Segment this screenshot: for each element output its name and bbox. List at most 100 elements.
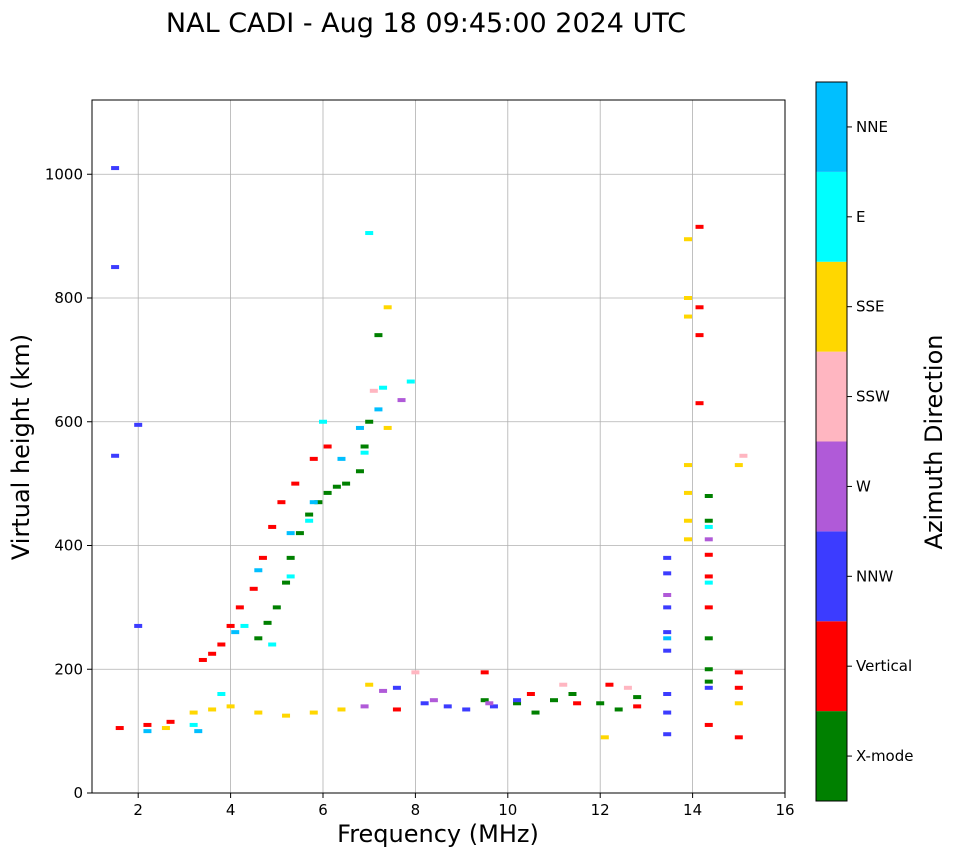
data-point	[282, 713, 291, 718]
data-point	[379, 385, 388, 390]
data-point	[489, 704, 498, 709]
data-point	[286, 574, 295, 579]
data-point	[734, 463, 743, 468]
data-point	[531, 710, 540, 715]
data-point	[374, 407, 383, 412]
y-tick-label: 800	[54, 289, 83, 307]
data-point	[268, 642, 277, 647]
data-point	[663, 692, 672, 696]
x-tick-label: 2	[133, 801, 143, 819]
colorbar-segment	[816, 441, 847, 532]
data-point	[663, 571, 672, 576]
data-point	[420, 701, 429, 706]
data-point	[734, 685, 743, 690]
data-point	[559, 682, 568, 687]
data-point	[134, 623, 143, 628]
colorbar-tick-label: E	[856, 208, 865, 226]
data-point	[406, 379, 415, 384]
data-point	[254, 568, 263, 573]
colorbar-label: Azimuth Direction	[920, 335, 948, 550]
colorbar-segment	[816, 711, 847, 801]
x-tick-label: 14	[683, 801, 702, 819]
data-point	[194, 729, 203, 734]
data-point	[614, 707, 623, 712]
data-point	[217, 692, 226, 696]
data-point	[360, 704, 369, 709]
data-point	[143, 722, 152, 727]
plot-area: 2 4 6 8 10 12 14 16 0 200 400 600 800 1000	[45, 99, 795, 819]
colorbar-segment	[816, 351, 847, 442]
data-point	[374, 333, 383, 338]
data-point	[704, 679, 713, 684]
data-point	[295, 531, 304, 536]
data-point	[443, 704, 452, 709]
data-point	[305, 512, 314, 517]
colorbar-tick-label: Vertical	[856, 657, 912, 675]
data-point	[695, 224, 704, 229]
data-point	[189, 722, 198, 727]
data-point	[485, 701, 494, 706]
data-point	[526, 692, 535, 696]
data-point	[383, 425, 392, 430]
data-point	[323, 490, 332, 495]
data-point	[240, 623, 249, 628]
colorbar-segment	[816, 171, 847, 262]
data-point	[596, 701, 605, 706]
data-point	[663, 555, 672, 560]
data-point	[683, 518, 692, 523]
data-point	[513, 701, 522, 706]
data-point	[683, 296, 692, 300]
data-point	[397, 398, 406, 403]
x-tick-label: 12	[591, 801, 610, 819]
data-point	[309, 456, 318, 461]
data-point	[379, 688, 388, 693]
data-point	[683, 237, 692, 242]
data-point	[217, 642, 226, 647]
colorbar-tick-label: NNE	[856, 118, 888, 136]
data-point	[143, 729, 152, 734]
data-point	[198, 657, 207, 662]
data-point	[633, 695, 642, 700]
x-tick-label: 16	[775, 801, 794, 819]
data-point	[734, 735, 743, 740]
data-point	[480, 698, 489, 703]
x-tick-label: 8	[411, 801, 421, 819]
data-point	[704, 537, 713, 542]
data-point	[226, 623, 235, 628]
data-point	[166, 719, 175, 724]
colorbar-tick-label: NNW	[856, 567, 893, 585]
data-point	[663, 605, 672, 610]
data-point	[365, 419, 374, 424]
data-point	[309, 710, 318, 715]
data-point	[332, 484, 341, 489]
colorbar-segment	[816, 261, 847, 352]
data-point	[704, 605, 713, 610]
data-point	[369, 388, 378, 393]
data-point	[254, 636, 263, 641]
data-point	[208, 707, 217, 712]
data-point	[282, 580, 291, 585]
x-tick-label: 6	[318, 801, 328, 819]
data-point	[134, 422, 143, 427]
y-tick-label: 200	[54, 660, 83, 678]
colorbar-tick-label: W	[856, 477, 871, 495]
data-point	[314, 500, 323, 505]
data-point	[739, 453, 748, 458]
data-point	[683, 463, 692, 468]
data-point	[663, 648, 672, 653]
data-point	[695, 333, 704, 338]
data-point	[383, 305, 392, 310]
y-axis-label: Virtual height (km)	[7, 334, 35, 560]
data-point	[263, 620, 272, 625]
data-point	[342, 481, 351, 486]
y-tick-label: 600	[54, 413, 83, 431]
data-point	[208, 651, 217, 656]
data-point	[323, 444, 332, 449]
data-point	[189, 710, 198, 715]
colorbar-segment	[816, 82, 847, 172]
data-point	[663, 710, 672, 715]
data-point	[663, 636, 672, 641]
data-point	[111, 166, 120, 171]
data-point	[704, 722, 713, 727]
